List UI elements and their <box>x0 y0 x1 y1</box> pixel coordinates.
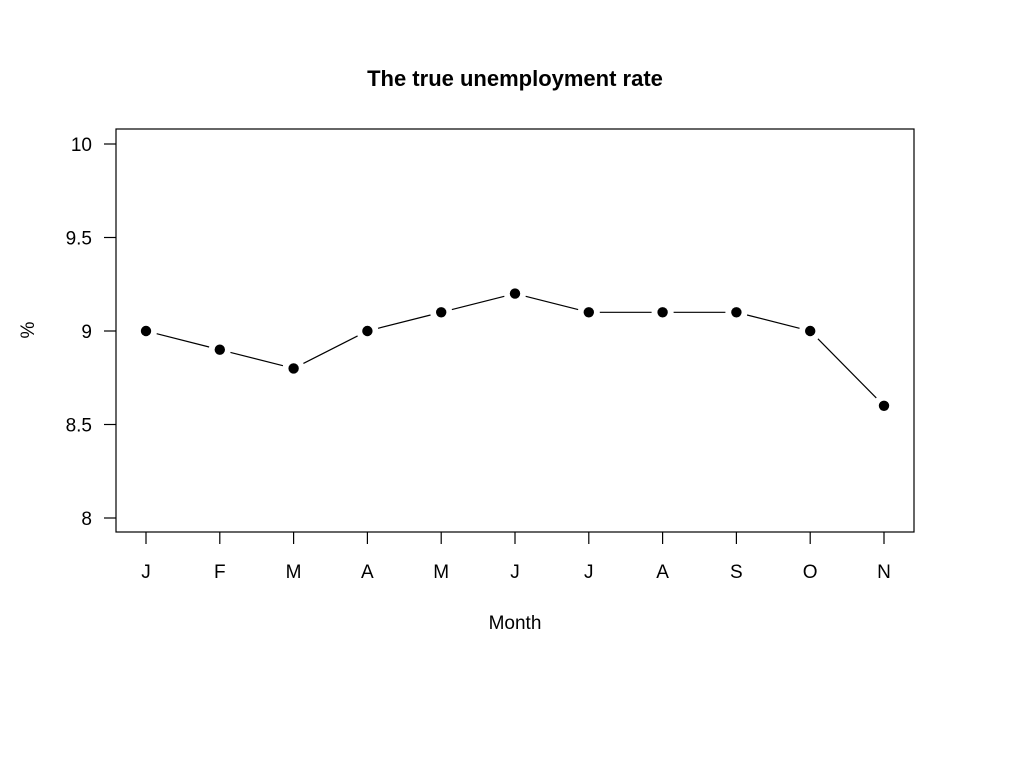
chart-title: The true unemployment rate <box>367 66 663 91</box>
series-line-segment <box>746 314 800 329</box>
data-point <box>288 363 299 374</box>
series-line-segment <box>525 295 579 311</box>
series-line-segment <box>230 351 284 367</box>
x-tick-label: M <box>286 562 302 583</box>
y-tick-label: 10 <box>71 135 92 156</box>
x-axis-label: Month <box>489 613 542 634</box>
series-line-segment <box>451 295 505 311</box>
y-tick-label: 9.5 <box>66 229 92 250</box>
data-point <box>805 325 816 337</box>
series-line-segment <box>156 333 210 348</box>
x-tick-label: J <box>141 562 151 583</box>
x-tick-label: A <box>361 562 374 583</box>
x-tick-label: O <box>803 562 818 583</box>
x-tick-label: J <box>510 562 520 583</box>
y-tick-label: 8 <box>81 509 92 530</box>
x-tick-label: S <box>730 562 743 583</box>
data-point <box>878 400 890 411</box>
data-point <box>436 307 447 318</box>
data-point <box>362 325 373 337</box>
x-tick-label: J <box>584 562 594 583</box>
y-axis-label: % <box>18 321 39 338</box>
x-tick-label: N <box>877 562 891 583</box>
series-line-segment <box>303 335 358 364</box>
y-axis: 8 8.5 9 9.5 10 <box>66 135 116 530</box>
x-tick-label: M <box>433 562 449 583</box>
plot-frame <box>115 128 915 533</box>
data-point <box>583 307 594 318</box>
y-tick-label: 8.5 <box>66 416 92 437</box>
data-point <box>731 307 742 318</box>
y-tick-label: 9 <box>81 322 92 343</box>
series-line-segment <box>817 338 877 399</box>
x-tick-label: F <box>214 562 226 583</box>
series-layer <box>140 288 890 411</box>
data-point <box>214 344 225 355</box>
data-point <box>140 325 152 337</box>
x-tick-label: A <box>656 562 669 583</box>
data-point <box>509 288 521 299</box>
series-line-segment <box>377 314 431 329</box>
data-point <box>657 307 668 318</box>
